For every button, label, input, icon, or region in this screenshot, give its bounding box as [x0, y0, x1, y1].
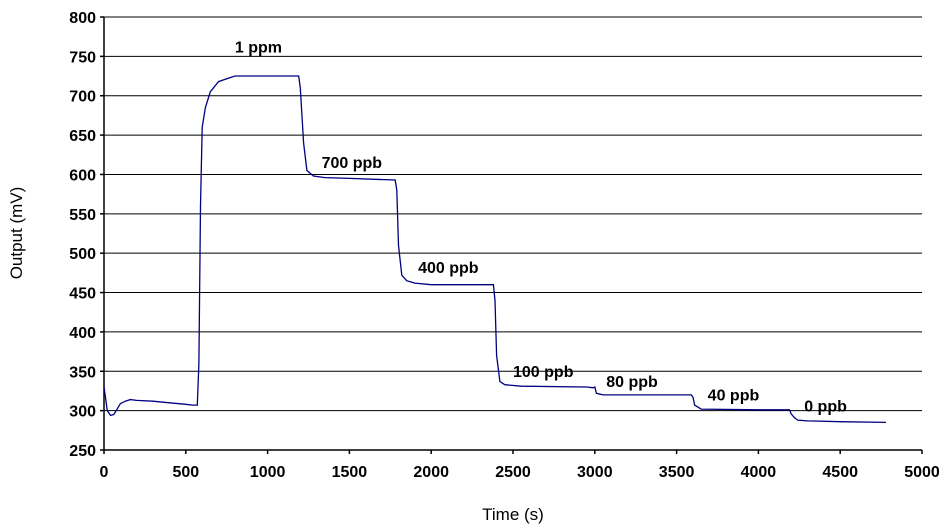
y-tick-label: 350	[69, 364, 96, 381]
y-axis-title: Output (mV)	[7, 187, 26, 280]
y-tick-label: 300	[69, 404, 96, 421]
y-tick-label: 550	[69, 207, 96, 224]
x-tick-label: 1000	[250, 464, 286, 481]
concentration-label: 40 ppb	[708, 387, 760, 404]
x-tick-label: 4000	[741, 464, 777, 481]
y-tick-label: 800	[69, 10, 96, 27]
series	[103, 75, 887, 424]
x-tick-label: 500	[172, 464, 199, 481]
tick-labels: 250 300 350 400 450 500 550 600 650 700 750 800 0 500…	[69, 10, 940, 481]
y-tick-label: 750	[69, 49, 96, 66]
annotations: 1 ppm 700 ppb 400 ppb 100 ppb 80 ppb 40 ppb 0 …	[235, 39, 847, 415]
concentration-label: 100 ppb	[513, 364, 574, 381]
y-tick-label: 250	[69, 443, 96, 460]
y-tick-label: 450	[69, 286, 96, 303]
x-tick-label: 2500	[495, 464, 531, 481]
concentration-label: 0 ppb	[804, 398, 847, 415]
gridlines	[104, 16, 922, 412]
x-tick-label: 3500	[659, 464, 695, 481]
x-tick-label: 1500	[332, 464, 368, 481]
x-tick-label: 3000	[577, 464, 613, 481]
y-tick-label: 500	[69, 246, 96, 263]
x-tick-label: 5000	[904, 464, 940, 481]
x-axis-title: Time (s)	[482, 505, 544, 524]
x-tick-label: 4500	[822, 464, 858, 481]
concentration-label: 1 ppm	[235, 39, 282, 56]
concentration-label: 700 ppb	[322, 155, 383, 172]
y-tick-label: 700	[69, 89, 96, 106]
x-tick-label: 2000	[413, 464, 449, 481]
y-tick-label: 400	[69, 325, 96, 342]
x-tick-label: 0	[100, 464, 109, 481]
concentration-label: 400 ppb	[418, 260, 479, 277]
series-line-0	[103, 75, 887, 424]
y-tick-label: 650	[69, 128, 96, 145]
y-tick-label: 600	[69, 167, 96, 184]
concentration-label: 80 ppb	[606, 374, 658, 391]
